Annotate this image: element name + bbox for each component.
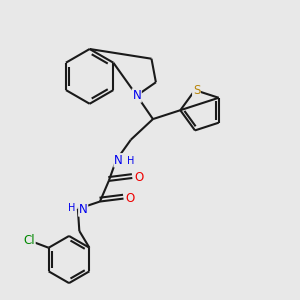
Text: N: N: [132, 89, 141, 102]
Text: H: H: [127, 156, 134, 166]
Text: S: S: [193, 84, 200, 97]
Text: N: N: [114, 154, 123, 167]
Text: Cl: Cl: [23, 234, 35, 247]
Text: O: O: [134, 172, 143, 184]
Text: N: N: [79, 203, 88, 216]
Text: O: O: [125, 192, 135, 205]
Text: H: H: [68, 203, 76, 213]
